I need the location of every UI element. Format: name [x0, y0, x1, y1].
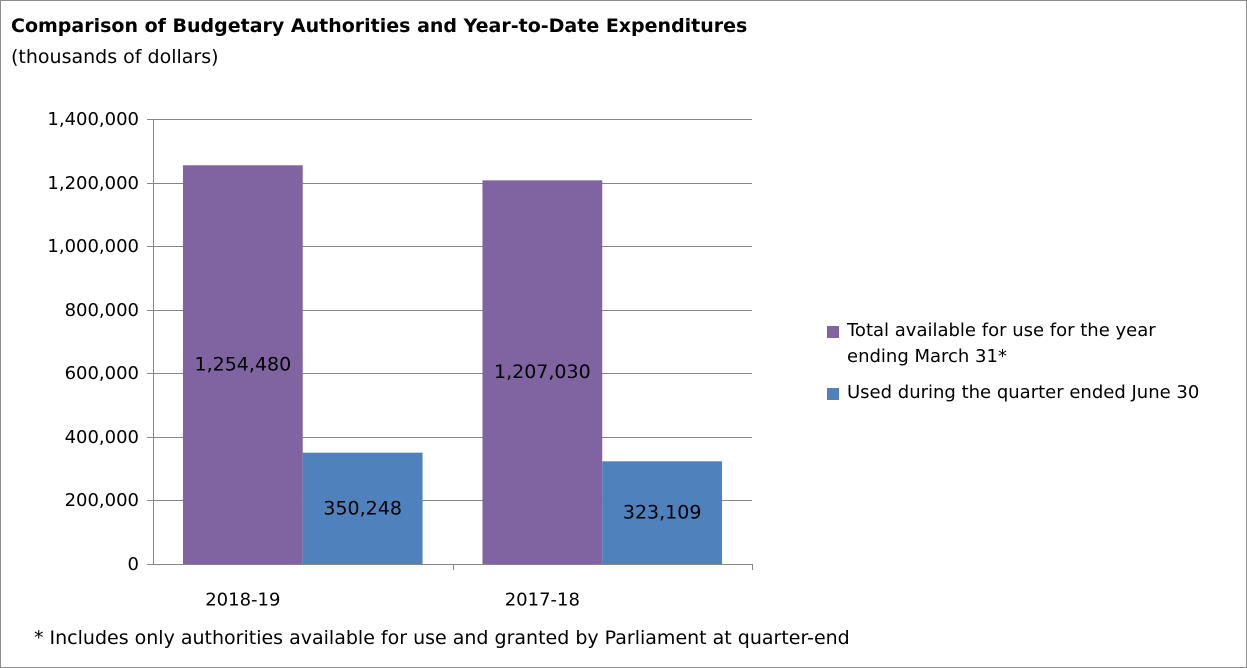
legend-swatch-total-available: [827, 326, 839, 338]
bar-2018-19-series-1: [302, 452, 423, 564]
chart-title: Comparison of Budgetary Authorities and …: [11, 15, 748, 37]
x-tick-label: 2017-18: [505, 590, 580, 611]
legend-item-used-quarter: Used during the quarter ended June 30: [825, 380, 1245, 406]
y-tick-label: 400,000: [65, 427, 139, 448]
bar-2017-18-series-0: [482, 180, 603, 564]
x-tick-label: 2018-19: [205, 590, 280, 611]
y-tick-label: 1,000,000: [47, 236, 139, 257]
y-tick-label: 200,000: [65, 490, 139, 511]
legend: Total available for use for the year end…: [825, 318, 1245, 416]
data-label: 1,254,480: [194, 354, 291, 376]
y-tick-label: 1,200,000: [47, 173, 139, 194]
data-label: 1,207,030: [494, 361, 591, 383]
footnote: * Includes only authorities available fo…: [34, 627, 850, 649]
legend-swatch-used-quarter: [827, 388, 839, 400]
bar-2018-19-series-0: [182, 165, 303, 564]
legend-item-total-available: Total available for use for the year end…: [825, 318, 1245, 370]
y-tick-label: 1,400,000: [47, 109, 139, 130]
data-label: 323,109: [623, 502, 702, 524]
legend-label-used-quarter: Used during the quarter ended June 30: [847, 382, 1200, 403]
legend-label-total-available: Total available for use for the year end…: [847, 320, 1156, 367]
y-tick-label: 800,000: [65, 300, 139, 321]
y-tick-label: 0: [128, 554, 139, 575]
bar-2017-18-series-1: [602, 461, 723, 564]
chart-subtitle: (thousands of dollars): [11, 46, 219, 68]
data-label: 350,248: [323, 497, 402, 519]
y-tick-label: 600,000: [65, 363, 139, 384]
